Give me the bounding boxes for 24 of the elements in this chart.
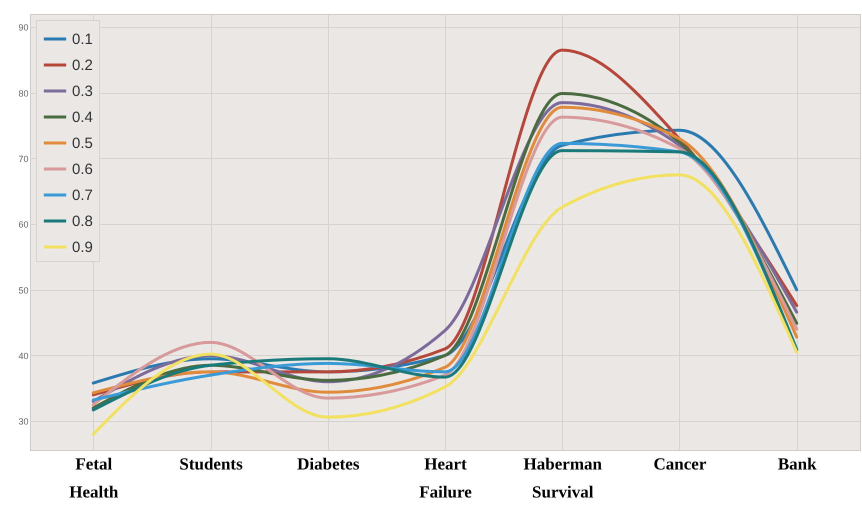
legend-label: 0.5 [72, 135, 93, 152]
y-tick-label: 60 [18, 220, 28, 230]
y-tick-label: 50 [18, 285, 28, 296]
legend-label: 0.4 [72, 109, 93, 126]
y-tick-label: 30 [18, 416, 28, 427]
x-tick-label: Cancer [654, 454, 707, 474]
legend-label: 0.8 [72, 213, 93, 230]
legend-label: 0.7 [72, 187, 93, 204]
x-tick-label: Heart Failure [419, 454, 472, 502]
x-tick-label: Fetal Health [69, 454, 119, 502]
y-tick-label: 70 [18, 154, 28, 164]
line-series [92, 173, 798, 436]
x-tick-label: Haberman Survival [524, 454, 602, 502]
y-tick-label: 90 [18, 22, 28, 33]
y-tick-label: 40 [18, 350, 28, 361]
legend-label: 0.6 [72, 161, 93, 178]
legend-label: 0.2 [72, 57, 93, 74]
y-tick-label: 80 [18, 88, 28, 98]
legend-label: 0.1 [72, 31, 93, 48]
legend-label: 0.3 [72, 83, 93, 100]
x-tick-label: Diabetes [297, 454, 360, 474]
legend-label: 0.9 [72, 239, 93, 256]
x-tick-label: Bank [778, 454, 818, 474]
x-tick-label: Students [179, 454, 244, 474]
